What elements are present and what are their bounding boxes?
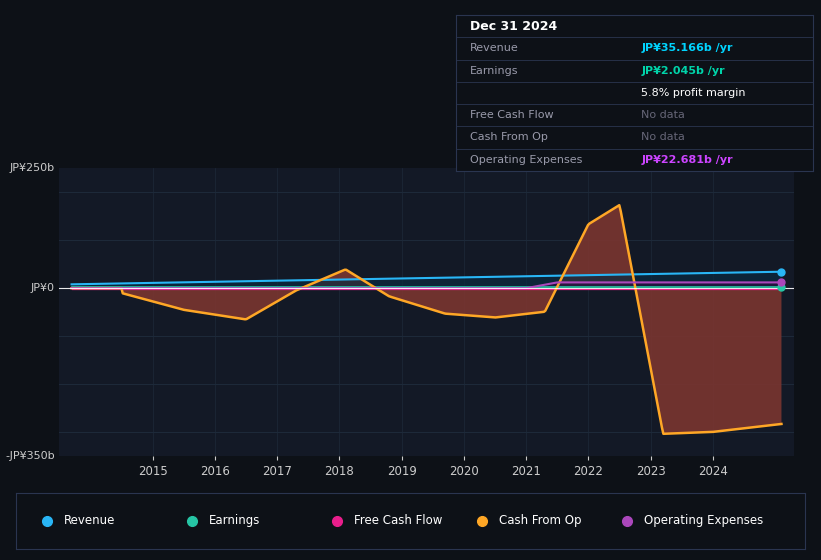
- Text: 5.8% profit margin: 5.8% profit margin: [641, 88, 745, 98]
- Text: Earnings: Earnings: [470, 66, 518, 76]
- Text: -JP¥350b: -JP¥350b: [6, 451, 55, 461]
- Text: JP¥35.166b /yr: JP¥35.166b /yr: [641, 44, 733, 54]
- Text: JP¥0: JP¥0: [31, 283, 55, 293]
- Text: JP¥2.045b /yr: JP¥2.045b /yr: [641, 66, 725, 76]
- Text: Operating Expenses: Operating Expenses: [470, 155, 582, 165]
- Text: Dec 31 2024: Dec 31 2024: [470, 20, 557, 32]
- Text: Operating Expenses: Operating Expenses: [644, 514, 764, 528]
- Text: Cash From Op: Cash From Op: [470, 133, 548, 142]
- Text: JP¥22.681b /yr: JP¥22.681b /yr: [641, 155, 733, 165]
- Text: Revenue: Revenue: [470, 44, 519, 54]
- Text: Revenue: Revenue: [64, 514, 116, 528]
- Text: Cash From Op: Cash From Op: [499, 514, 581, 528]
- Text: Free Cash Flow: Free Cash Flow: [470, 110, 553, 120]
- Text: No data: No data: [641, 133, 686, 142]
- Text: JP¥250b: JP¥250b: [10, 163, 55, 173]
- Text: Free Cash Flow: Free Cash Flow: [354, 514, 443, 528]
- Text: Earnings: Earnings: [209, 514, 260, 528]
- Text: No data: No data: [641, 110, 686, 120]
